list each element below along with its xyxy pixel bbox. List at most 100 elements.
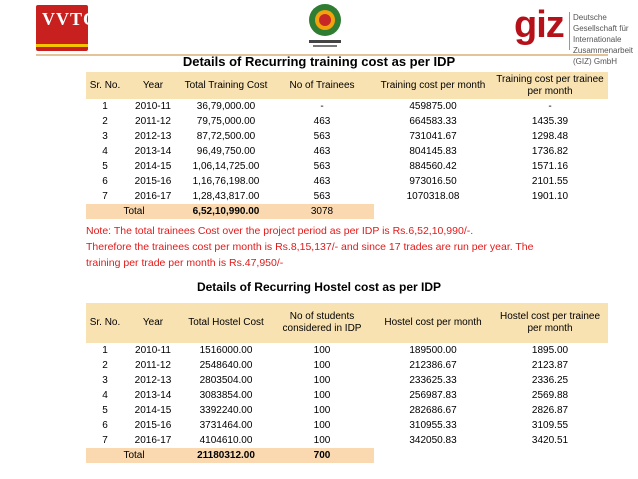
table-cell: 4104610.00 — [199, 435, 253, 446]
header-total-cost: Total Training Cost — [182, 72, 270, 99]
header-cost-per-month: Hostel cost per month — [374, 303, 492, 343]
table-cell: 2012-13 — [134, 131, 172, 142]
table-cell: 2 — [102, 360, 108, 371]
table-cell: 2014-15 — [134, 405, 172, 416]
table-cell: 100 — [313, 360, 331, 371]
total-blank — [374, 204, 608, 219]
table-cell: 36,79,000.00 — [196, 101, 256, 112]
giz-tagline: Deutsche Gesellschaft für Internationale… — [573, 13, 634, 66]
hostel-cost-table: Sr. No. Year Total Hostel Cost No of stu… — [86, 303, 608, 463]
table-cell: 1070318.08 — [406, 191, 460, 202]
table-cell: 5 — [102, 405, 108, 416]
table-cell: 100 — [313, 405, 331, 416]
emblem-logo — [309, 4, 341, 47]
table-cell: 5 — [102, 161, 108, 172]
table-cell: 3 — [102, 375, 108, 386]
table-cell: 310955.33 — [409, 420, 457, 431]
table-cell: 1,28,43,817.00 — [192, 191, 260, 202]
table-cell: 2015-16 — [134, 176, 172, 187]
table-cell: 4 — [102, 390, 108, 401]
table-cell: - — [548, 101, 552, 112]
table-cell: 463 — [313, 146, 331, 157]
table-cell: 100 — [313, 375, 331, 386]
table-row: 4 2013-14 96,49,750.00 463 804145.83 1736.82 — [86, 144, 608, 159]
table-row: 5 2014-15 3392240.00 100 282686.67 2826.87 — [86, 403, 608, 418]
table-cell: 2 — [102, 116, 108, 127]
header-sr-no: Sr. No. — [86, 303, 124, 343]
table-cell: 3731464.00 — [199, 420, 253, 431]
total-label: Total — [86, 204, 182, 219]
table-row: 1 2010-11 1516000.00 100 189500.00 1895.00 — [86, 343, 608, 358]
table-cell: 2548640.00 — [199, 360, 253, 371]
table-row: 2 2011-12 79,75,000.00 463 664583.33 1435.39 — [86, 114, 608, 129]
table-row: 4 2013-14 3083854.00 100 256987.83 2569.88 — [86, 388, 608, 403]
table-row: 6 2015-16 3731464.00 100 310955.33 3109.55 — [86, 418, 608, 433]
table-cell: 2123.87 — [531, 360, 569, 371]
vvtc-logo: VVTC — [36, 5, 96, 51]
table-cell: 1,16,76,198.00 — [192, 176, 260, 187]
table-row: 7 2016-17 4104610.00 100 342050.83 3420.51 — [86, 433, 608, 448]
table-cell: 2013-14 — [134, 390, 172, 401]
table-cell: 212386.67 — [409, 360, 457, 371]
table-cell: 2336.25 — [531, 375, 569, 386]
table-cell: 6 — [102, 176, 108, 187]
table-cell: 1435.39 — [531, 116, 569, 127]
total-row: Total 6,52,10,990.00 3078 — [86, 204, 608, 219]
total-label: Total — [86, 448, 182, 463]
table-cell: 282686.67 — [409, 405, 457, 416]
header-students: No of students considered in IDP — [270, 303, 374, 343]
table-cell: 804145.83 — [409, 146, 457, 157]
table-cell: 96,49,750.00 — [196, 146, 256, 157]
table-cell: 2569.88 — [531, 390, 569, 401]
table-cell: 3 — [102, 131, 108, 142]
table-cell: 563 — [313, 191, 331, 202]
table-cell: 3420.51 — [531, 435, 569, 446]
table-cell: 233625.33 — [409, 375, 457, 386]
table-cell: 4 — [102, 146, 108, 157]
table-cell: 2011-12 — [135, 116, 171, 127]
note-text: Note: The total trainees Cost over the p… — [86, 223, 616, 271]
total-cost: 21180312.00 — [182, 448, 270, 463]
table-cell: 1,06,14,725.00 — [192, 161, 260, 172]
table-cell: 1901.10 — [531, 191, 569, 202]
table-row: 6 2015-16 1,16,76,198.00 463 973016.50 2101.5… — [86, 174, 608, 189]
table1-title: Details of Recurring training cost as pe… — [182, 54, 456, 69]
table-cell: 731041.67 — [409, 131, 457, 142]
table-cell: 2016-17 — [134, 191, 172, 202]
table-cell: 664583.33 — [409, 116, 457, 127]
table-cell: 3083854.00 — [199, 390, 253, 401]
giz-logo: giz — [514, 4, 565, 46]
table-cell: 100 — [313, 420, 331, 431]
table-cell: 1516000.00 — [199, 345, 253, 356]
header-year: Year — [124, 72, 182, 99]
table-cell: 2013-14 — [134, 146, 172, 157]
table-cell: 2010-11 — [135, 345, 171, 356]
table-row: 3 2012-13 87,72,500.00 563 731041.67 1298.48 — [86, 129, 608, 144]
note-line: Note: The total trainees Cost over the p… — [86, 225, 474, 237]
table-cell: 463 — [313, 176, 331, 187]
table-cell: 6 — [102, 420, 108, 431]
table-cell: 563 — [313, 131, 331, 142]
header-rule — [36, 54, 608, 56]
header-trainees: No of Trainees — [270, 72, 374, 99]
table-cell: 100 — [313, 345, 331, 356]
table-row: 2 2011-12 2548640.00 100 212386.67 2123.87 — [86, 358, 608, 373]
table-cell: 2015-16 — [134, 420, 172, 431]
note-line: Therefore the trainees cost per month is… — [86, 241, 534, 253]
vvtc-logo-stripe — [36, 44, 88, 47]
header-cost-per-trainee: Hostel cost per trainee per month — [492, 303, 608, 343]
table-cell: 884560.42 — [409, 161, 457, 172]
table-cell: 1895.00 — [531, 345, 569, 356]
header-cost-per-trainee: Training cost per trainee per month — [492, 72, 608, 99]
table-cell: 7 — [102, 435, 108, 446]
table-cell: 563 — [313, 161, 331, 172]
table-cell: 3392240.00 — [199, 405, 253, 416]
table-cell: 256987.83 — [409, 390, 457, 401]
table-cell: 1571.16 — [531, 161, 569, 172]
table-cell: 2012-13 — [134, 375, 172, 386]
vvtc-logo-subtext — [42, 31, 82, 45]
total-blank — [374, 448, 608, 463]
table-row: 3 2012-13 2803504.00 100 233625.33 2336.25 — [86, 373, 608, 388]
table-cell: 459875.00 — [409, 101, 457, 112]
table2-title: Details of Recurring Hostel cost as per … — [196, 280, 442, 294]
